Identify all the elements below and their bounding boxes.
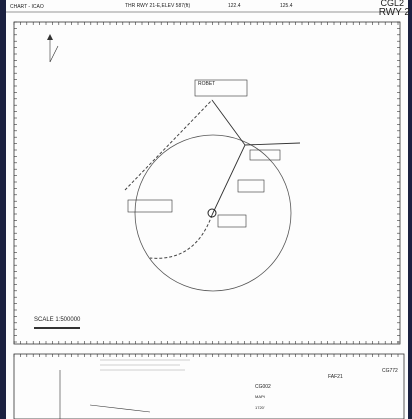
ticks — [13, 21, 400, 357]
fix-altitude: 1720' — [255, 405, 265, 410]
north-arrow — [47, 34, 59, 63]
scale: SCALE 1:500000 — [34, 317, 81, 323]
route-dashed — [124, 99, 213, 191]
missed-approach — [149, 214, 213, 259]
note-lines — [100, 359, 190, 371]
freq-2: 125.4 — [280, 3, 293, 9]
sheet — [6, 0, 408, 419]
msa-circle — [134, 134, 292, 292]
fix-label: CG772 — [382, 368, 398, 374]
waypoint-label: ROBET — [198, 81, 215, 87]
fix-label: FAF21 — [328, 374, 343, 380]
fix-label: CG002 — [255, 384, 271, 390]
profile-path — [89, 404, 151, 413]
chart-type: CHART - ICAO — [10, 4, 44, 10]
runway: RWY 2 — [379, 7, 411, 18]
procedure: CGL2 — [380, 0, 404, 8]
threshold: THR RWY 21-E,ELEV 587(ft) — [125, 3, 190, 9]
label-boxes — [127, 79, 281, 228]
route — [244, 142, 301, 146]
airport — [207, 208, 217, 218]
fix-type: MAPt — [255, 394, 266, 399]
profile-frame — [13, 353, 405, 419]
freq-1: 122.4 — [228, 3, 241, 9]
map-frame — [13, 21, 401, 345]
